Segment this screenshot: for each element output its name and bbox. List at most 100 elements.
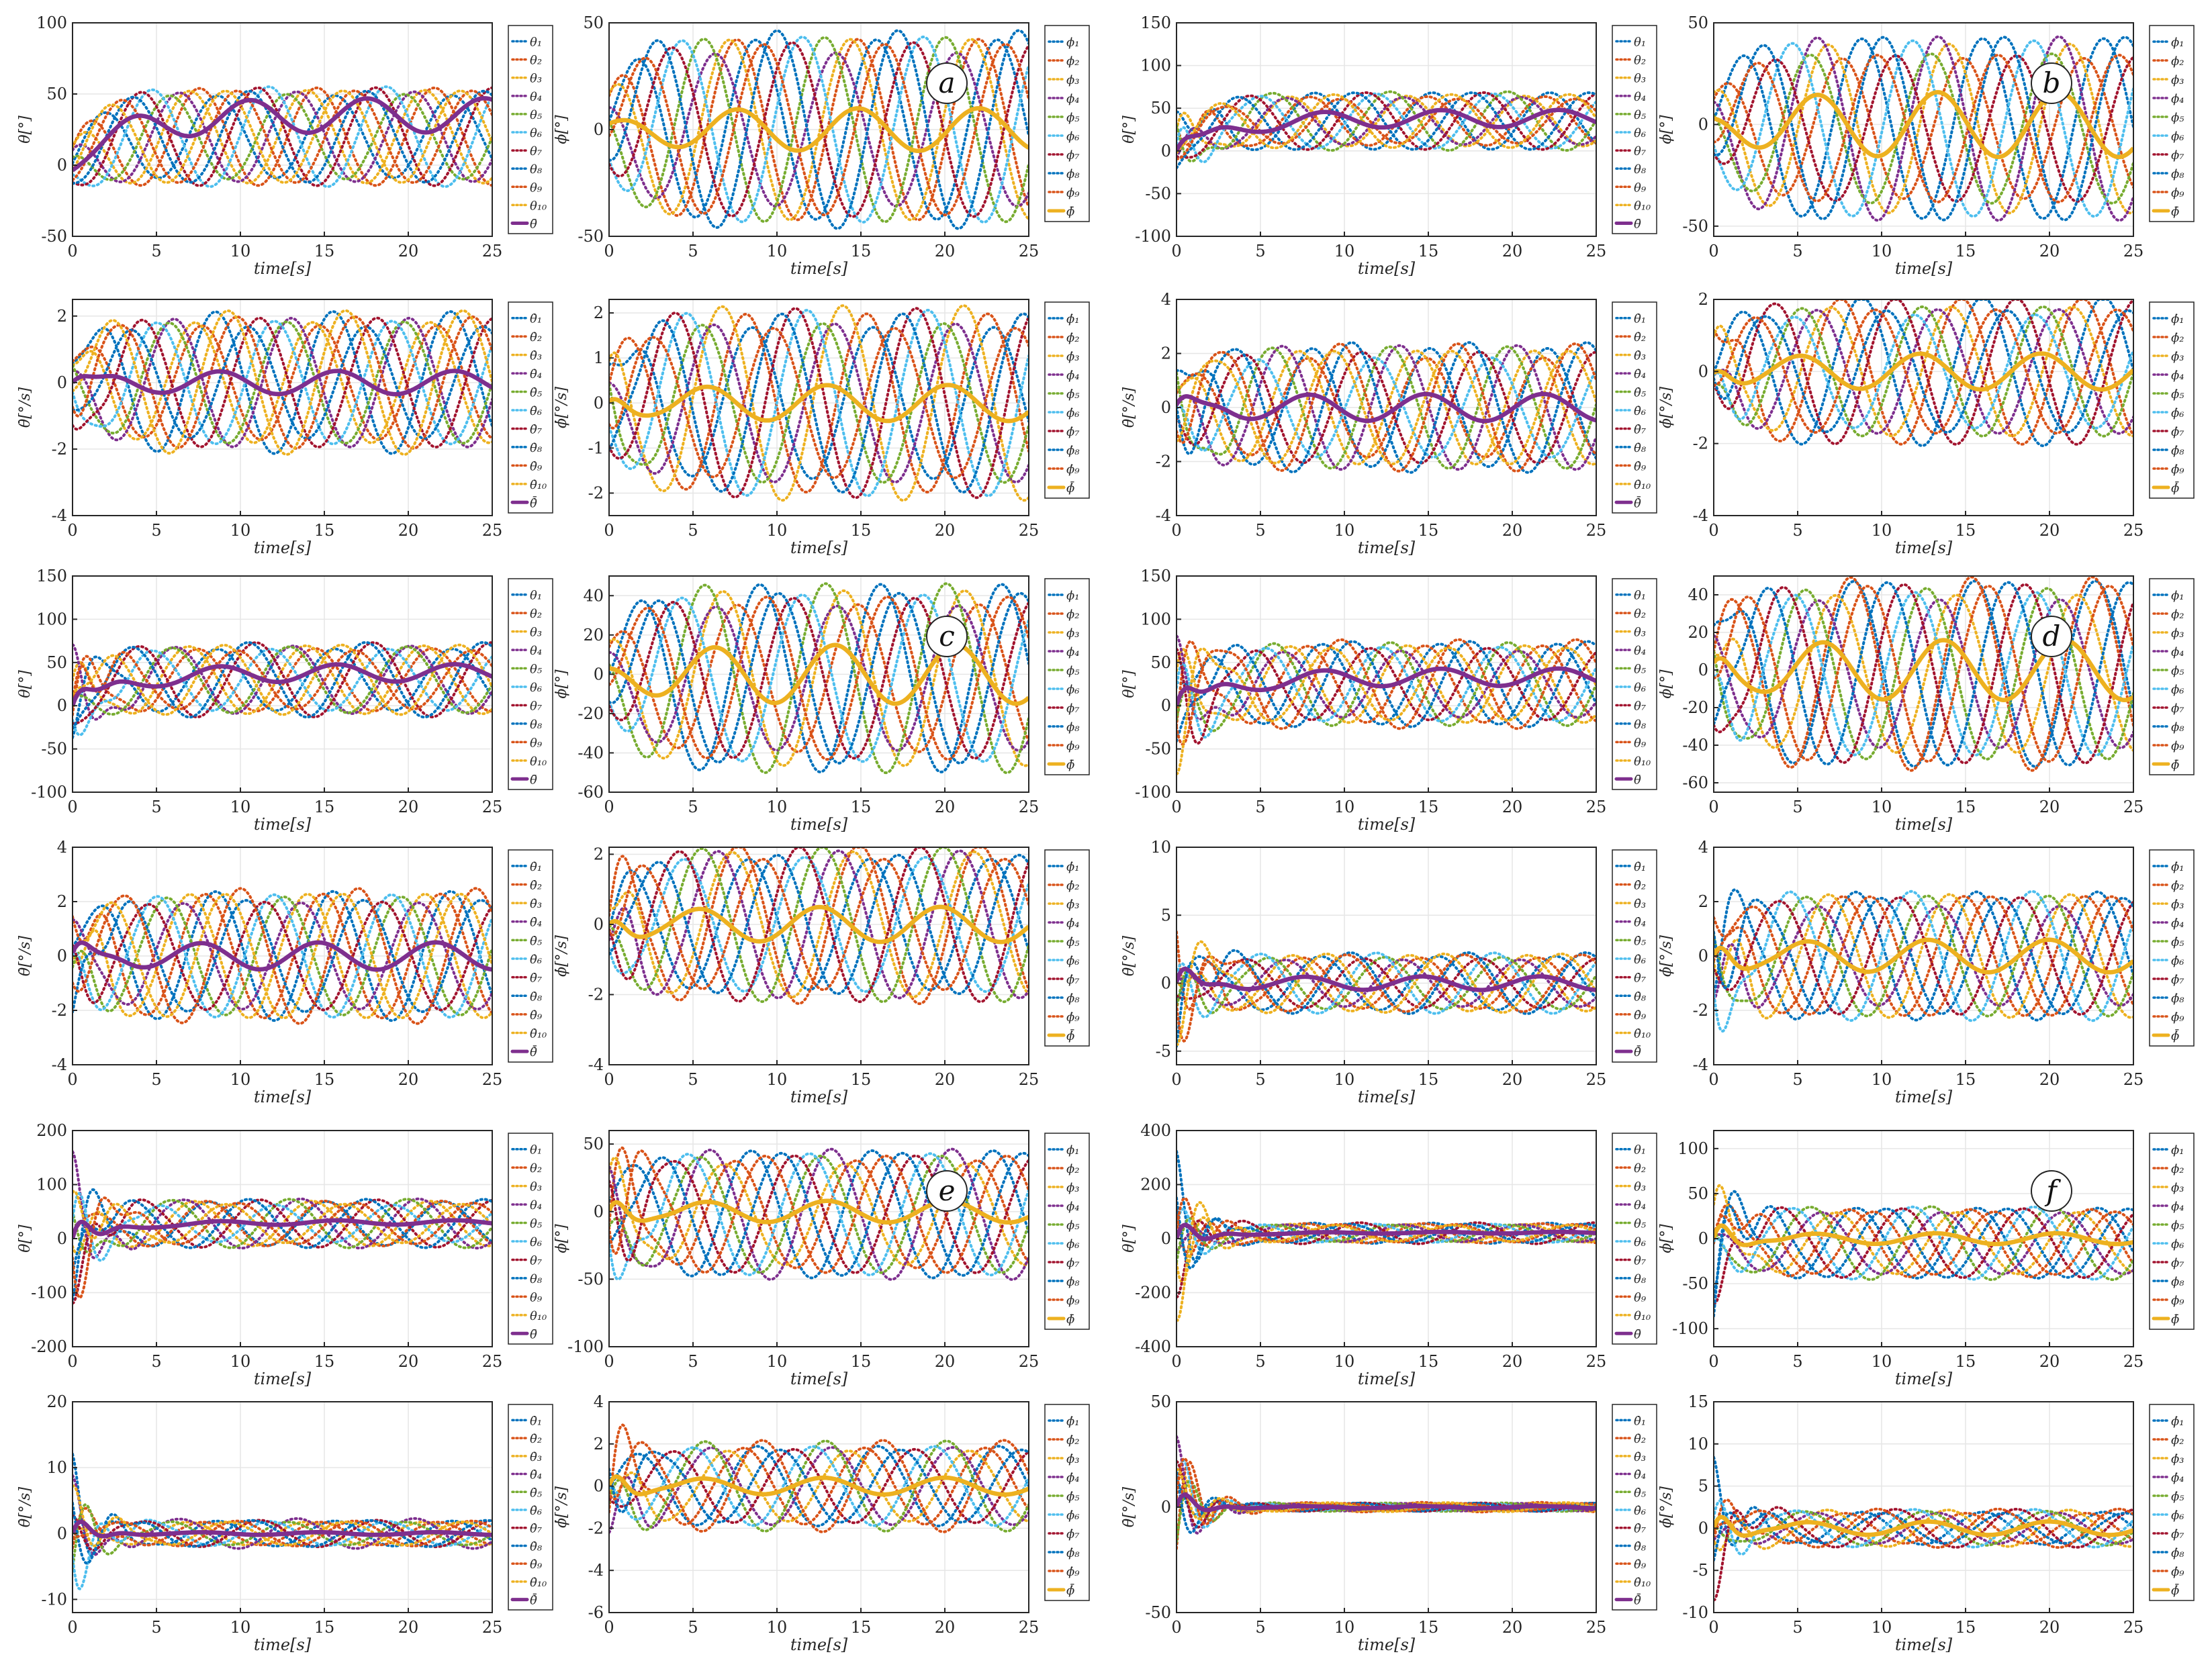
panel-d-dphi: 0 5 10 15 20 25 -4 -2 0 2 4 time[s] ϕ̇[°/s] ϕ̇₁ ϕ̇₂ ϕ̇₃… [1658,838,2195,1106]
agent-series-3 [609,1449,1029,1523]
legend-entry-label: θ̇₉ [1634,1008,1647,1022]
y-axis-label: ϕ[°] [1658,1224,1675,1253]
legend-entry-label: θ₃ [530,1180,542,1194]
legend-entry-label: θ₇ [1634,144,1646,158]
panel-f-dtheta: 0 5 10 15 20 25-50050time[s]θ̇[°/s]θ̇₁θ̇₂θ̇₃θ… [1121,1392,1657,1654]
mean-series [609,383,1029,424]
agent-series-7 [609,1154,1029,1274]
x-tick-label: 15 [1418,1352,1439,1371]
agent-series-6 [1714,39,2133,218]
legend-entry-label: ϕ̇₂ [1066,331,1080,345]
axes-box [1713,22,2134,237]
mean-series [609,904,1029,945]
agent-series-2 [73,892,492,1020]
legend-entry-label: θ₅ [1634,663,1646,677]
legend-entry-label: ϕ̇₉ [2171,1565,2184,1579]
x-axis-label: time[s] [1895,815,1953,834]
agent-series-8 [73,89,492,185]
y-tick-label: 0 [1161,974,1171,993]
legend-entry-label: θ̇₅ [530,934,542,948]
y-tick-label: -50 [578,227,604,246]
y-tick-label: 0 [57,156,67,175]
agent-series-4 [1714,905,2133,1009]
legend-entry-label: θ₃ [1634,626,1646,640]
x-tick-label: 5 [1255,1618,1265,1637]
y-tick-label: 10 [1150,838,1171,857]
x-tick-label: 25 [1019,242,1040,260]
agent-series-9 [73,89,492,184]
legend-entry-label: θ̇̄ [530,1044,537,1059]
legend-entry-label: ϕ₉ [1066,739,1080,753]
legend-entry-label: θ̇₃ [530,1450,542,1464]
x-tick-label: 5 [688,521,698,540]
y-tick-label: 400 [1140,1121,1171,1140]
x-axis-label: time[s] [1895,1088,1953,1106]
agent-series-7 [1177,957,1596,1010]
x-tick-label: 10 [767,1352,788,1371]
mean-series [1714,1223,2133,1247]
legend-entry-label: ϕ̄ [1066,1312,1074,1327]
x-axis-label: time[s] [790,815,848,834]
legend-entry-label: θ₉ [1634,736,1647,750]
legend-entry-label: θ̇₁₀ [530,1027,547,1041]
agent-series-5 [1177,90,1596,163]
x-tick-label: 20 [935,798,956,816]
legend-entry-label: θ̇₈ [1634,1539,1647,1553]
legend-entry-label: θ₅ [530,1217,542,1231]
legend-entry-label: θ̇₂ [530,1432,542,1446]
legend-entry-label: ϕ₃ [2171,626,2184,640]
x-tick-label: 15 [851,1618,872,1637]
agent-series-4 [1177,1223,1596,1252]
legend-entry-label: ϕ₅ [1066,1218,1080,1233]
x-axis-label: time[s] [790,1088,848,1106]
legend-entry-label: θ̇₃ [530,349,542,363]
mean-series [1714,1515,2133,1538]
x-tick-label: 15 [1955,1070,1976,1089]
panel-a-phi: 0 5 10 15 20 25-50050time[s]ϕ[°]ϕ₁ϕ₂ϕ₃ϕ₄ϕ₅ϕ₆ϕ… [553,13,1090,278]
x-tick-label: 0 [67,242,77,260]
x-tick-label: 20 [1502,242,1523,260]
y-tick-label: -50 [1682,1274,1708,1293]
x-tick-label: 10 [1334,521,1355,540]
agent-series-6 [1177,356,1596,459]
legend-entry-label: θ₆ [530,1235,542,1249]
mean-series [1714,351,2133,392]
series-group [1177,1435,1596,1550]
agent-series-7 [73,1198,492,1305]
legend-entry-label: ϕ₃ [1066,1181,1080,1195]
x-axis-label: time[s] [1358,1370,1416,1388]
x-tick-label: 10 [230,242,251,260]
y-tick-label: 0 [1161,1229,1171,1248]
y-axis-label: θ̇[°/s] [1121,1487,1138,1528]
agent-series-5 [73,320,492,445]
y-tick-label: -100 [567,1337,604,1356]
legend-entry-label: θ₈ [1634,1272,1647,1286]
y-axis-label: θ̇[°/s] [17,936,34,977]
agent-series-5 [609,36,1029,224]
y-tick-label: -2 [1693,434,1708,453]
x-axis-label: time[s] [254,1088,312,1106]
agent-series-5 [1714,305,2133,438]
legend-entry-label: θ̇₈ [530,441,543,455]
agent-series-7 [73,316,492,448]
legend-entry-label: ϕ₈ [2171,167,2184,181]
legend-entry-label: ϕ₉ [2171,739,2184,753]
legend-entry-label: θ₂ [530,607,542,621]
y-tick-label: 2 [1698,290,1708,309]
y-tick-label: 50 [1150,653,1171,672]
legend-entry-label: θ₂ [530,54,542,68]
x-tick-label: 0 [604,521,614,540]
y-tick-label: -5 [1693,1561,1708,1580]
legend-entry-label: ϕ₅ [2171,664,2184,678]
x-tick-label: 20 [398,242,419,260]
series-group [609,304,1029,502]
y-tick-label: -50 [1682,217,1708,236]
x-tick-label: 15 [314,242,335,260]
x-tick-label: 20 [398,1618,419,1637]
agent-series-2 [1177,1208,1596,1258]
x-tick-label: 0 [1708,1352,1718,1371]
legend-entry-label: θ₁₀ [530,755,547,769]
legend-entry-label: θ₁ [530,1143,542,1157]
legend-entry-label: θ₆ [530,681,542,695]
agent-series-5 [609,582,1029,775]
